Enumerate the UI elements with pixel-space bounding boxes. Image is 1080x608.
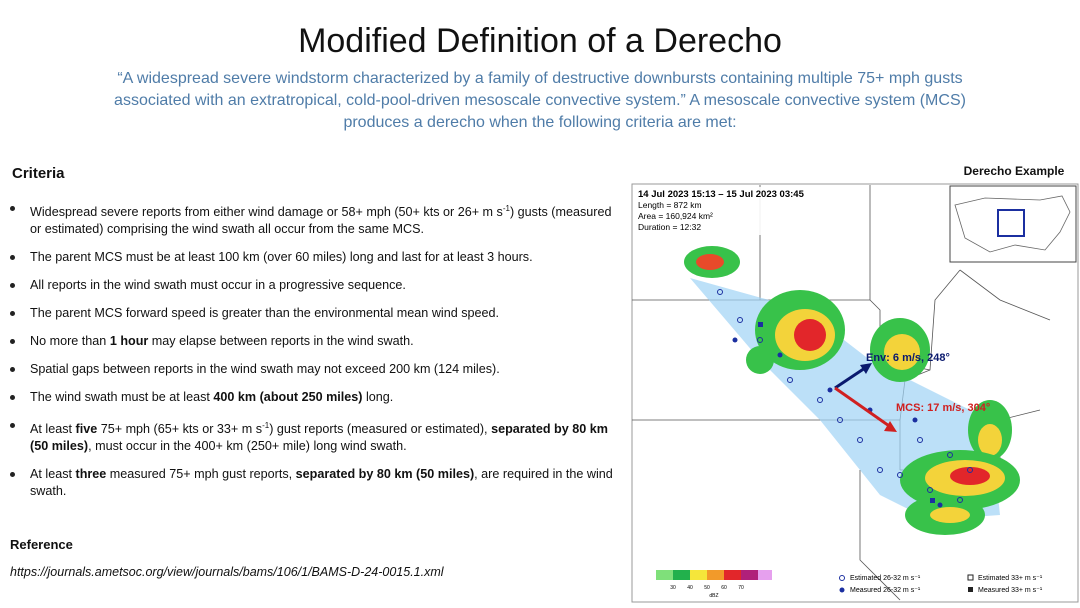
criterion-text: No more than <box>30 334 110 349</box>
criterion-text: separated by 80 km (50 miles) <box>30 422 608 454</box>
legend-label: Measured 33+ m s⁻¹ <box>978 587 1043 594</box>
criteria-list: Widespread severe reports from either wi… <box>8 200 623 511</box>
criterion-text: -1 <box>262 421 270 431</box>
colorbar <box>656 570 772 580</box>
colorbar-tick: 40 <box>687 585 693 591</box>
inset-map <box>949 185 1077 263</box>
criterion-text: may elapse between reports in the wind s… <box>148 334 414 349</box>
criterion-text: 1 hour <box>109 334 149 349</box>
criterion-text: , are required in the wind swath. <box>30 467 613 499</box>
area: Area = 160,924 km² <box>638 211 713 221</box>
radar-echoes <box>684 246 1020 535</box>
criterion: At least three measured 75+ mph gust rep… <box>8 466 623 500</box>
report-markers <box>717 289 973 503</box>
duration: Duration = 12:32 <box>638 222 701 232</box>
colorbar-tick: 50 <box>704 585 710 591</box>
criterion: All reports in the wind swath must occur… <box>8 277 623 294</box>
criterion: The wind swath must be at least 400 km (… <box>8 389 623 406</box>
info-box <box>635 187 817 235</box>
mcs-vector-label: MCS: 17 m/s, 304° <box>896 402 990 414</box>
criterion: Widespread severe reports from either wi… <box>8 200 623 238</box>
criterion-text: separated by 80 km (50 miles) <box>295 467 475 482</box>
criterion-text: At least <box>30 422 76 437</box>
criterion: The parent MCS must be at least 100 km (… <box>8 249 623 266</box>
criterion-text: five <box>75 422 98 437</box>
criterion: Spatial gaps between reports in the wind… <box>8 361 623 378</box>
criterion-text: The parent MCS must be at least 100 km (… <box>30 250 533 265</box>
legend-label: Estimated 33+ m s⁻¹ <box>978 575 1043 582</box>
criterion: The parent MCS forward speed is greater … <box>8 305 623 322</box>
criterion-text: At least <box>30 467 76 482</box>
legend-label: Measured 26-32 m s⁻¹ <box>850 587 921 594</box>
reference-url: https://journals.ametsoc.org/view/journa… <box>10 565 444 579</box>
criterion-text: Spatial gaps between reports in the wind… <box>30 362 500 377</box>
criterion-text: -1 <box>502 204 510 213</box>
criterion-text: 75+ mph (65+ kts or 33+ m s <box>97 422 263 437</box>
example-heading: Derecho Example <box>963 164 1065 178</box>
criteria-heading: Criteria <box>12 165 65 182</box>
legend-symbol <box>967 574 974 581</box>
env-vector-label: Env: 6 m/s, 248° <box>866 352 950 364</box>
criterion-text: three <box>75 467 107 482</box>
length: Length = 872 km <box>638 200 702 210</box>
criterion: No more than 1 hour may elapse between r… <box>8 333 623 350</box>
criterion-text: The wind swath must be at least <box>30 390 214 405</box>
colorbar-tick: 60 <box>721 585 727 591</box>
criterion-text: ) gusts (measured or estimated) comprisi… <box>30 205 612 237</box>
legend-label: Estimated 26-32 m s⁻¹ <box>850 575 921 582</box>
measured-markers <box>732 322 943 508</box>
criterion-text: measured 75+ mph gust reports, <box>106 467 296 482</box>
criterion: At least five 75+ mph (65+ kts or 33+ m … <box>8 417 623 455</box>
title: Modified Definition of a Derecho <box>298 22 782 60</box>
colorbar-tick: 70 <box>738 585 744 591</box>
legend-symbol <box>839 575 845 581</box>
reference-heading: Reference <box>10 537 73 552</box>
legend-symbol <box>839 587 845 593</box>
criterion-text: long. <box>362 390 394 405</box>
colorbar-tick: 30 <box>670 585 676 591</box>
motion-vectors <box>834 363 897 432</box>
criterion-text: 400 km (about 250 miles) <box>213 390 363 405</box>
period: 14 Jul 2023 15:13 – 15 Jul 2023 03:45 <box>638 189 805 200</box>
criterion-text: Widespread severe reports from either wi… <box>30 205 503 220</box>
quote: “A widespread severe windstorm character… <box>114 70 966 131</box>
criterion-text: , must occur in the 400+ km (250+ mile) … <box>88 439 407 454</box>
colorbar-unit: dBZ <box>709 593 718 599</box>
criterion-text: The parent MCS forward speed is greater … <box>30 306 500 321</box>
legend-symbol <box>968 587 973 592</box>
criterion-text: ) gust reports (measured or estimated), <box>269 422 492 437</box>
criterion-text: All reports in the wind swath must occur… <box>30 278 406 293</box>
